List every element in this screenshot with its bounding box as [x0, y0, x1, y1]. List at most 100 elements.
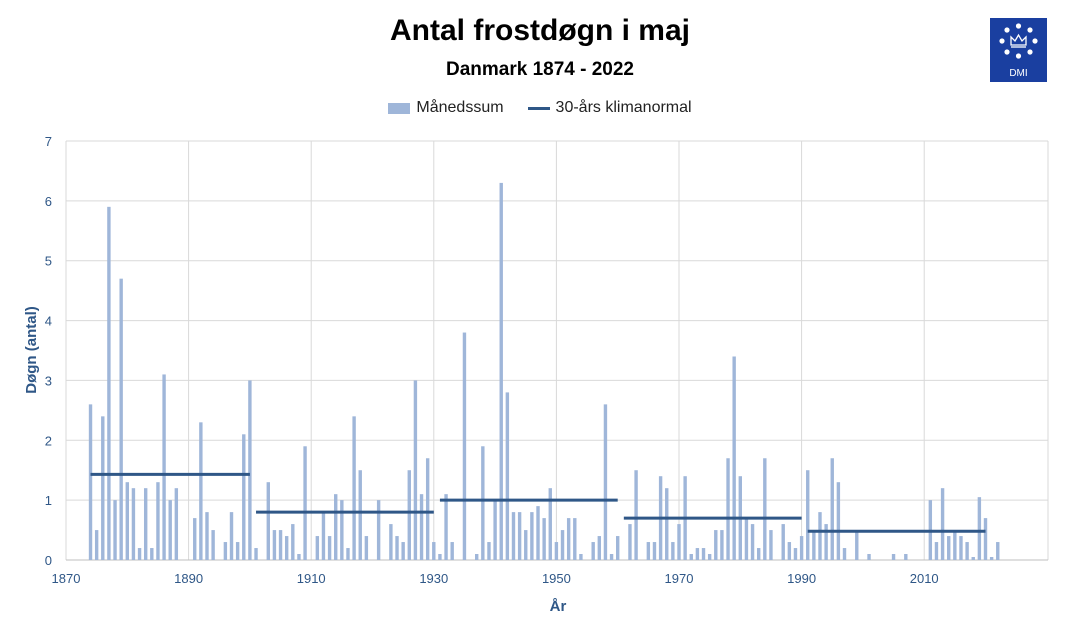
bar-1877: [107, 206, 111, 561]
legend-item-normal: 30-års klimanormal: [527, 99, 692, 117]
chart-title: Antal frostdøgn i maj: [390, 14, 690, 47]
bar-1951: [560, 530, 565, 560]
bar-1892: [199, 422, 203, 560]
bar-1996: [836, 482, 841, 560]
bar-1914: [334, 494, 338, 560]
bar-1991: [806, 470, 810, 560]
bar-1878: [113, 500, 117, 560]
bar-2014: [947, 536, 951, 560]
bar-1924: [395, 536, 399, 560]
bar-2022: [996, 542, 1000, 560]
bar-1903: [266, 482, 270, 560]
chart-subtitle: Danmark 1874 - 2022: [445, 59, 634, 80]
bar-1958: [603, 404, 608, 560]
bar-2012: [934, 542, 939, 560]
bar-1896: [223, 542, 228, 560]
bar-1947: [536, 506, 540, 560]
bar-1882: [137, 548, 142, 560]
bar-1905: [278, 530, 283, 560]
bar-1995: [830, 458, 834, 560]
bar-1921: [376, 500, 381, 560]
bar-2005: [891, 554, 896, 560]
bar-1939: [487, 542, 491, 560]
bar-1943: [511, 512, 516, 560]
bar-2020: [983, 518, 988, 560]
bar-2013: [940, 488, 945, 560]
bar-1883: [143, 488, 148, 560]
bar-1918: [358, 470, 362, 560]
bar-1879: [119, 278, 123, 560]
bar-1997: [842, 548, 847, 560]
bar-1900: [248, 380, 252, 560]
bar-1887: [168, 500, 172, 560]
bar-1988: [787, 542, 792, 560]
y-tick-label: 0: [45, 553, 52, 568]
bar-1993: [818, 512, 822, 560]
bar-1913: [327, 536, 332, 560]
bar-2015: [953, 530, 957, 560]
bar-1916: [346, 548, 350, 560]
bar-1893: [205, 512, 209, 560]
bar-1929: [425, 458, 430, 560]
y-tick-label: 6: [45, 194, 52, 209]
bar-1950: [554, 542, 559, 560]
bar-1886: [162, 374, 166, 560]
bar-1992: [812, 530, 816, 560]
bar-1897: [229, 512, 234, 560]
y-tick-label: 7: [45, 134, 52, 149]
bar-1876: [101, 416, 105, 560]
bar-1932: [444, 494, 448, 560]
bar-2016: [959, 536, 963, 560]
bar-1926: [407, 470, 411, 560]
bar-1968: [665, 488, 669, 560]
bar-1966: [652, 542, 657, 560]
bar-1982: [750, 524, 755, 560]
x-tick-label: 1930: [419, 571, 448, 586]
bar-1907: [291, 524, 295, 560]
bar-1915: [340, 500, 344, 560]
bar-1999: [855, 530, 859, 560]
bar-1940: [493, 500, 497, 560]
bar-1944: [517, 512, 522, 560]
y-tick-label: 2: [45, 433, 52, 448]
bar-1974: [701, 548, 706, 560]
bar-1945: [524, 530, 528, 560]
bar-1981: [744, 518, 749, 560]
x-axis-label: År: [550, 598, 567, 615]
bar-1946: [530, 512, 534, 560]
bar-2001: [867, 554, 871, 560]
bar-2017: [965, 542, 969, 560]
bar-1949: [548, 488, 552, 560]
x-tick-label: 1890: [174, 571, 203, 586]
bar-1987: [781, 524, 785, 560]
bar-1956: [591, 542, 595, 560]
legend-line-swatch: [527, 106, 550, 110]
bar-1925: [401, 542, 405, 560]
bar-1978: [726, 458, 730, 560]
bar-1874: [88, 404, 93, 560]
bar-1917: [352, 416, 356, 560]
bar-1953: [573, 518, 577, 560]
bar-1976: [714, 530, 718, 560]
bar-1935: [462, 332, 467, 560]
bar-1885: [156, 482, 160, 560]
bar-1906: [284, 536, 289, 560]
bar-1957: [597, 536, 602, 560]
y-tick-label: 1: [45, 493, 52, 508]
bar-2018: [971, 557, 975, 560]
bar-1938: [481, 446, 485, 560]
bar-1959: [609, 554, 614, 560]
bar-1985: [769, 530, 773, 560]
bar-1909: [303, 446, 307, 560]
bar-1989: [793, 548, 798, 560]
y-axis-label: Døgn (antal): [23, 306, 40, 394]
bar-1928: [419, 494, 424, 560]
bar-1952: [566, 518, 571, 560]
bar-1948: [542, 518, 546, 560]
legend-item-bars: Månedssum: [388, 99, 504, 117]
bar-1899: [242, 434, 246, 560]
bar-1977: [720, 530, 724, 560]
bar-1942: [505, 392, 510, 560]
bar-1973: [695, 548, 700, 560]
bar-1904: [272, 530, 277, 560]
